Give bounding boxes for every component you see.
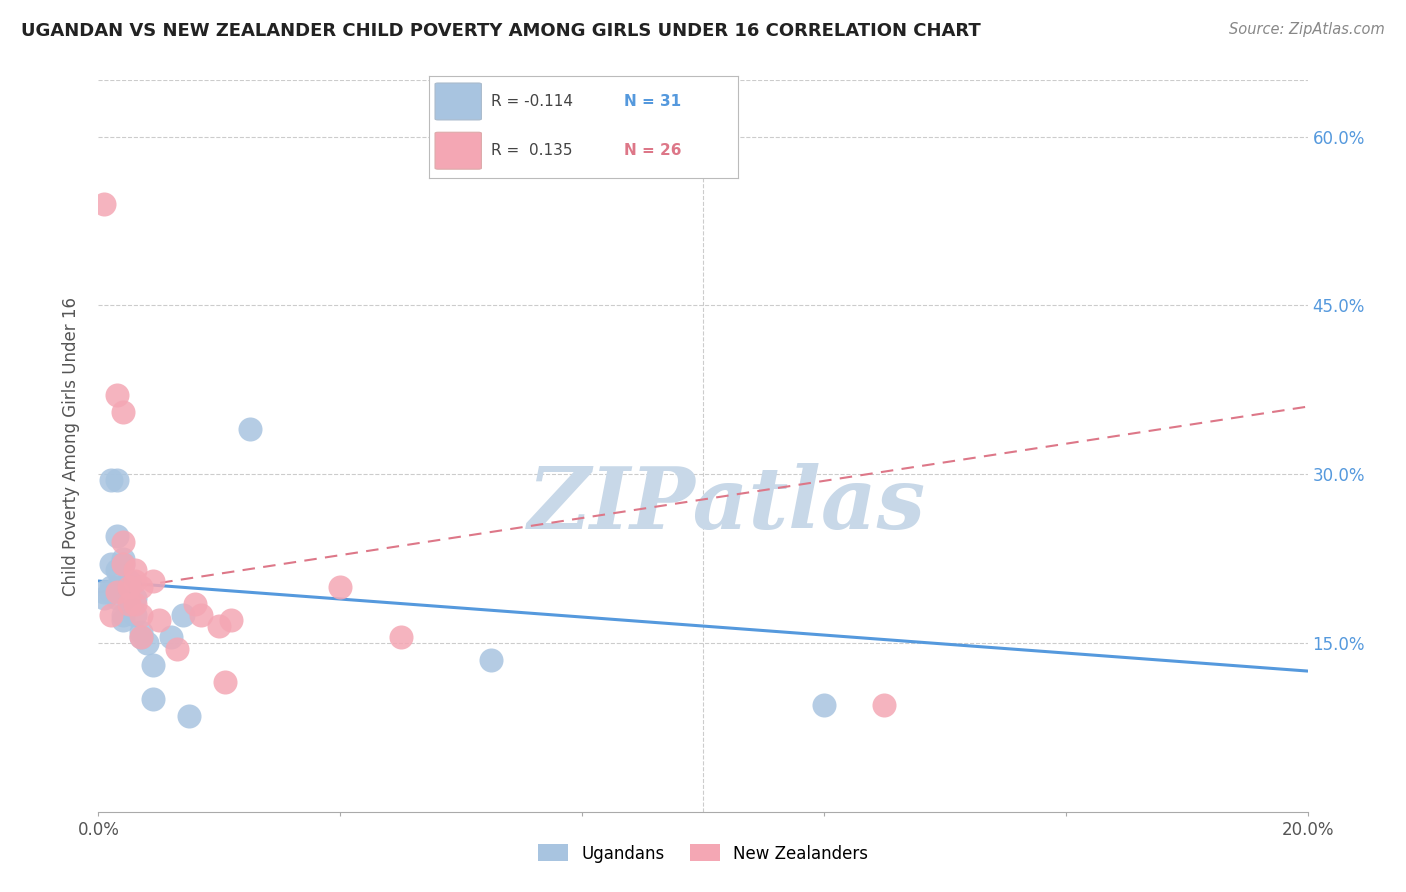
Text: N = 31: N = 31 [624, 94, 681, 109]
Point [124, 607, 146, 622]
Point [111, 557, 134, 571]
Point [190, 607, 212, 622]
Point [105, 585, 128, 599]
Point [129, 580, 152, 594]
Text: Source: ZipAtlas.com: Source: ZipAtlas.com [1229, 22, 1385, 37]
Point [105, 529, 128, 543]
Text: UGANDAN VS NEW ZEALANDER CHILD POVERTY AMONG GIRLS UNDER 16 CORRELATION CHART: UGANDAN VS NEW ZEALANDER CHILD POVERTY A… [21, 22, 981, 40]
Point [148, 614, 170, 628]
Point [105, 388, 128, 402]
Point [111, 405, 134, 419]
Point [100, 557, 122, 571]
FancyBboxPatch shape [434, 132, 481, 169]
Point [214, 675, 236, 690]
Point [873, 698, 896, 712]
Point [329, 580, 352, 594]
Point [481, 653, 503, 667]
Text: ZIPatlas: ZIPatlas [529, 463, 927, 546]
Text: N = 26: N = 26 [624, 144, 681, 158]
Point [100, 585, 122, 599]
Point [129, 630, 152, 644]
Point [179, 709, 201, 723]
Point [93, 197, 115, 211]
Point [135, 636, 157, 650]
Point [124, 574, 146, 588]
Point [111, 614, 134, 628]
Point [142, 574, 165, 588]
Point [100, 473, 122, 487]
Point [111, 551, 134, 566]
Text: R =  0.135: R = 0.135 [491, 144, 572, 158]
Point [105, 591, 128, 605]
Point [166, 641, 188, 656]
Point [105, 580, 128, 594]
Point [124, 563, 146, 577]
Point [142, 692, 165, 706]
Point [118, 580, 141, 594]
Point [813, 698, 835, 712]
Point [93, 591, 115, 605]
Point [100, 607, 122, 622]
Point [118, 591, 141, 605]
Point [118, 574, 141, 588]
Point [93, 585, 115, 599]
Point [118, 580, 141, 594]
Point [129, 624, 152, 639]
Point [142, 658, 165, 673]
Point [208, 619, 231, 633]
Point [184, 597, 207, 611]
Point [389, 630, 412, 644]
FancyBboxPatch shape [434, 83, 481, 120]
Point [239, 422, 262, 436]
Point [111, 534, 134, 549]
Point [111, 557, 134, 571]
Point [118, 597, 141, 611]
Legend: Ugandans, New Zealanders: Ugandans, New Zealanders [531, 838, 875, 869]
Point [129, 630, 152, 644]
Text: R = -0.114: R = -0.114 [491, 94, 572, 109]
Point [172, 607, 194, 622]
Point [105, 473, 128, 487]
Y-axis label: Child Poverty Among Girls Under 16: Child Poverty Among Girls Under 16 [62, 296, 80, 596]
Point [160, 630, 183, 644]
Point [105, 563, 128, 577]
Point [111, 607, 134, 622]
Point [124, 597, 146, 611]
Point [100, 580, 122, 594]
Point [129, 607, 152, 622]
Point [221, 614, 243, 628]
Point [124, 591, 146, 605]
